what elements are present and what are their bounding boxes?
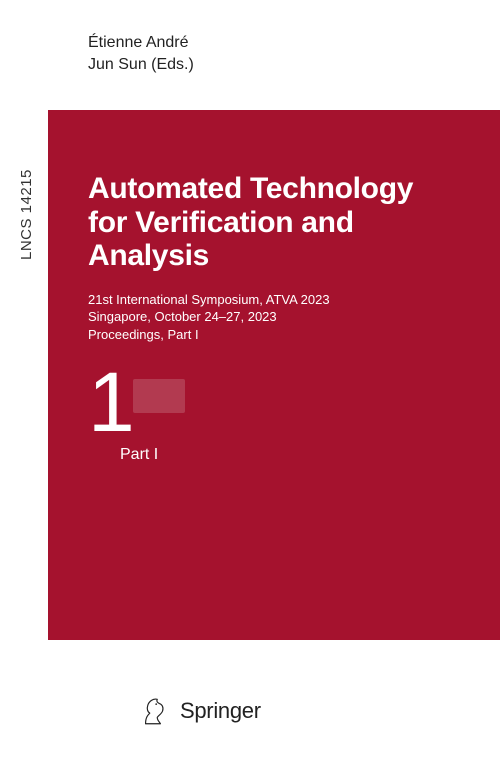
part-label: Part I	[120, 446, 185, 464]
publisher-block: Springer	[136, 694, 261, 728]
cover-panel: Étienne André Jun Sun (Eds.) Automated T…	[48, 0, 500, 758]
book-subtitle: 21st International Symposium, ATVA 2023 …	[88, 291, 460, 344]
part-box: 1 Part I	[88, 360, 185, 464]
subtitle-line-1: 21st International Symposium, ATVA 2023	[88, 291, 460, 309]
editors-block: Étienne André Jun Sun (Eds.)	[88, 32, 194, 75]
title-line-1: Automated Technology	[88, 172, 460, 206]
book-cover: LNCS 14215 Étienne André Jun Sun (Eds.) …	[0, 0, 500, 758]
editor-line-1: Étienne André	[88, 32, 194, 54]
springer-horse-icon	[136, 694, 170, 728]
book-title: Automated Technology for Verification an…	[88, 172, 460, 273]
editor-line-2: Jun Sun (Eds.)	[88, 54, 194, 76]
series-code: LNCS 14215	[18, 169, 35, 260]
part-smudge	[133, 379, 185, 413]
subtitle-line-3: Proceedings, Part I	[88, 326, 460, 344]
title-line-2: for Verification and Analysis	[88, 206, 460, 273]
subtitle-line-2: Singapore, October 24–27, 2023	[88, 308, 460, 326]
spine: LNCS 14215	[0, 0, 48, 758]
part-number: 1	[88, 360, 135, 444]
red-content-block: Automated Technology for Verification an…	[48, 110, 500, 640]
publisher-name: Springer	[180, 698, 261, 724]
